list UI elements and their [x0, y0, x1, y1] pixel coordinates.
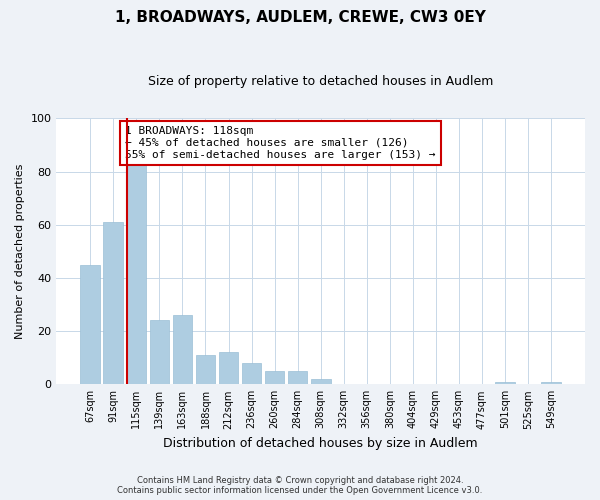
Bar [127, 158, 146, 384]
Bar [311, 379, 331, 384]
Bar [242, 363, 262, 384]
Text: 1, BROADWAYS, AUDLEM, CREWE, CW3 0EY: 1, BROADWAYS, AUDLEM, CREWE, CW3 0EY [115, 10, 485, 25]
Bar [541, 382, 561, 384]
Y-axis label: Number of detached properties: Number of detached properties [15, 164, 25, 339]
Text: Contains HM Land Registry data © Crown copyright and database right 2024.
Contai: Contains HM Land Registry data © Crown c… [118, 476, 482, 495]
Bar [288, 371, 307, 384]
Bar [173, 315, 192, 384]
Bar [103, 222, 123, 384]
X-axis label: Distribution of detached houses by size in Audlem: Distribution of detached houses by size … [163, 437, 478, 450]
Text: 1 BROADWAYS: 118sqm
← 45% of detached houses are smaller (126)
55% of semi-detac: 1 BROADWAYS: 118sqm ← 45% of detached ho… [125, 126, 436, 160]
Bar [495, 382, 515, 384]
Bar [80, 264, 100, 384]
Bar [196, 355, 215, 384]
Bar [149, 320, 169, 384]
Bar [219, 352, 238, 384]
Title: Size of property relative to detached houses in Audlem: Size of property relative to detached ho… [148, 75, 493, 88]
Bar [265, 371, 284, 384]
